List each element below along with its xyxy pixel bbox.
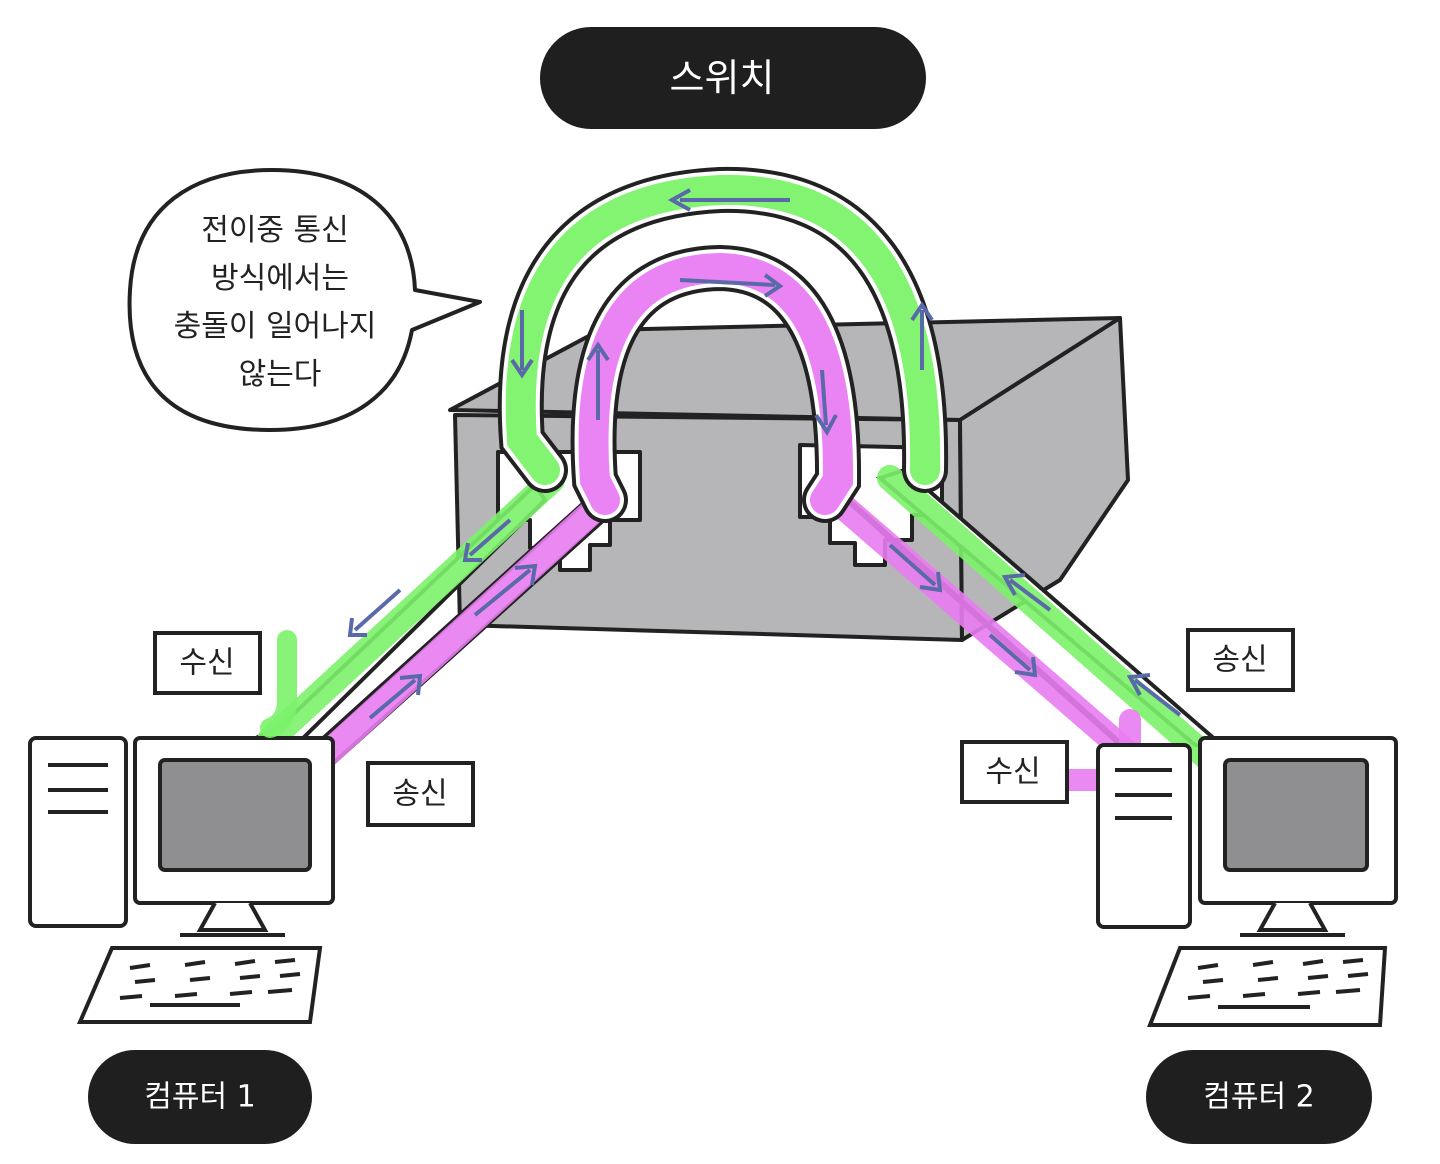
cable-arrows xyxy=(347,518,1182,720)
label-computer2-receive: 수신 xyxy=(960,740,1069,804)
receive-path-1 xyxy=(260,630,297,738)
arch-magenta xyxy=(570,244,862,523)
label-computer1-send: 송신 xyxy=(366,761,475,827)
speech-bubble: 전이중 통신 방식에서는 충돌이 일어나지 않는다 xyxy=(127,168,482,432)
label-computer1-receive: 수신 xyxy=(153,631,262,695)
computer2-pill: 컴퓨터 2 xyxy=(1146,1050,1372,1144)
page-title: 스위치 xyxy=(670,56,775,100)
label-computer2-send: 송신 xyxy=(1186,628,1295,692)
computer1-name: 컴퓨터 1 xyxy=(144,1080,255,1115)
bubble-line-2: 방식에서는 xyxy=(211,261,349,296)
tower-2 xyxy=(1096,743,1192,929)
arch-green xyxy=(497,166,949,493)
computer2-receive-text: 수신 xyxy=(985,755,1040,790)
computer1-receive-text: 수신 xyxy=(179,646,234,681)
computer-1 xyxy=(28,736,335,1024)
tower-1 xyxy=(28,736,128,928)
title-pill: 스위치 xyxy=(540,27,926,129)
computer2-name: 컴퓨터 2 xyxy=(1203,1080,1314,1115)
bubble-line-1: 전이중 통신 xyxy=(201,213,349,248)
bubble-line-3: 충돌이 일어나지 xyxy=(174,309,377,344)
computer1-pill: 컴퓨터 1 xyxy=(88,1050,312,1144)
computer2-send-text: 송신 xyxy=(1212,643,1267,678)
computer1-send-text: 송신 xyxy=(392,777,447,812)
computer-2 xyxy=(1096,736,1398,1027)
screen-1 xyxy=(158,758,312,872)
screen-2 xyxy=(1223,758,1369,872)
bubble-line-4: 않는다 xyxy=(239,357,322,392)
